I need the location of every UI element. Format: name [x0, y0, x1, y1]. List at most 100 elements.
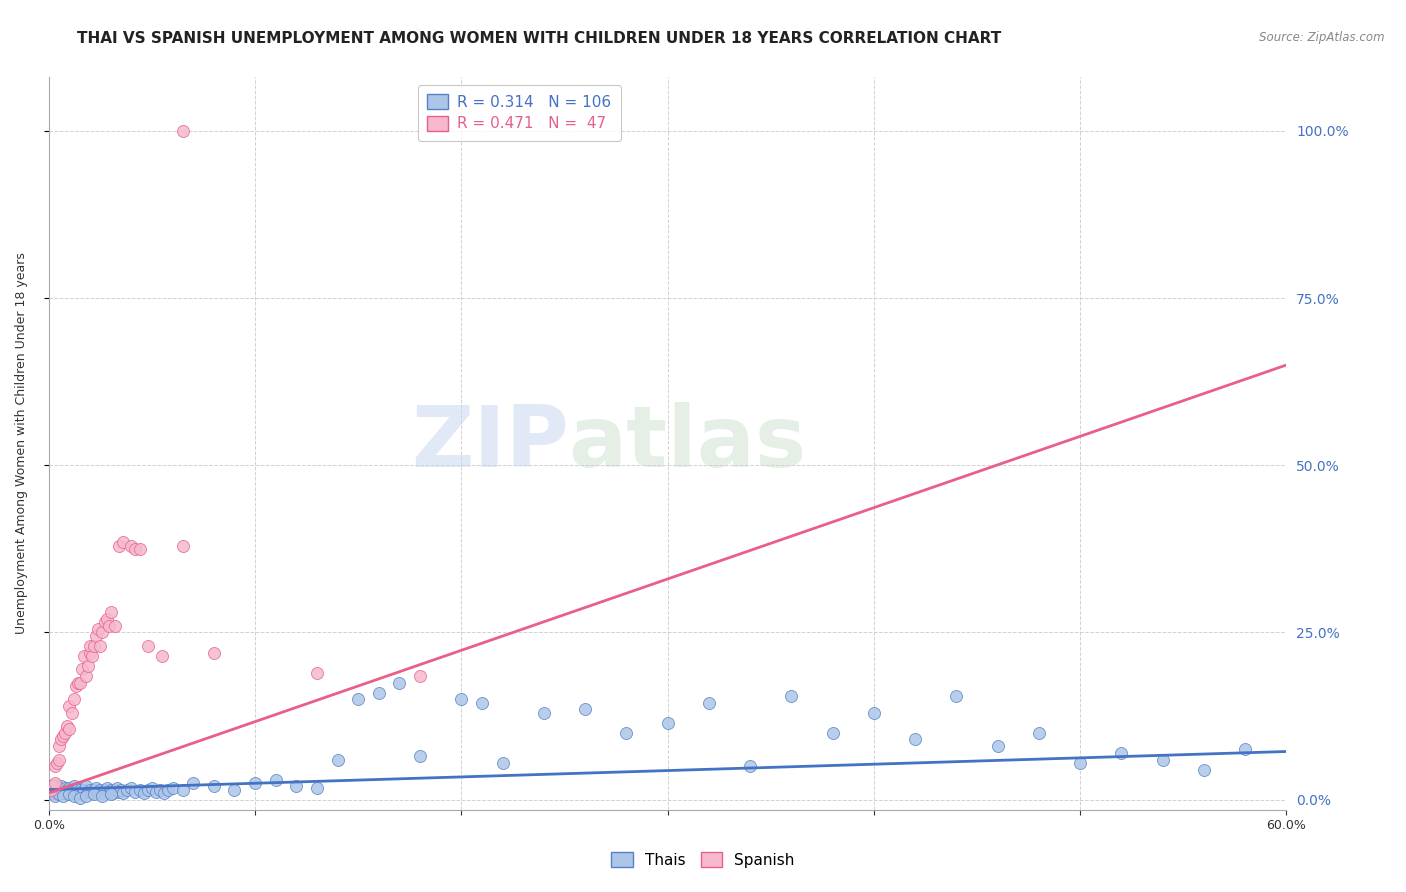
Point — [100, 782, 122, 797]
Point — [409, 669, 432, 683]
Point — [326, 752, 349, 766]
Point — [1234, 742, 1257, 756]
Point — [75, 779, 97, 793]
Point — [97, 784, 120, 798]
Point — [69, 782, 91, 797]
Point — [39, 782, 62, 797]
Point — [42, 786, 65, 800]
Point — [56, 787, 79, 801]
Point — [70, 786, 93, 800]
Point — [1111, 746, 1133, 760]
Point — [100, 787, 122, 801]
Point — [162, 780, 184, 795]
Point — [181, 776, 204, 790]
Point — [347, 692, 370, 706]
Point — [52, 786, 75, 800]
Point — [56, 719, 79, 733]
Point — [82, 786, 104, 800]
Point — [821, 725, 844, 739]
Point — [367, 686, 389, 700]
Point — [172, 539, 194, 553]
Point — [945, 689, 967, 703]
Point — [83, 639, 105, 653]
Point — [120, 539, 142, 553]
Point — [75, 789, 97, 804]
Point — [53, 780, 76, 795]
Point — [73, 648, 96, 663]
Point — [38, 780, 60, 795]
Point — [124, 784, 146, 798]
Point — [65, 679, 87, 693]
Point — [77, 659, 100, 673]
Point — [51, 732, 73, 747]
Point — [141, 780, 163, 795]
Point — [157, 782, 180, 797]
Point — [60, 706, 83, 720]
Point — [243, 776, 266, 790]
Point — [224, 782, 246, 797]
Point — [75, 669, 97, 683]
Point — [132, 786, 155, 800]
Point — [58, 780, 80, 795]
Point — [128, 782, 150, 797]
Point — [62, 784, 84, 798]
Point — [70, 662, 93, 676]
Point — [69, 675, 91, 690]
Point — [48, 784, 70, 798]
Point — [62, 692, 84, 706]
Point — [46, 787, 69, 801]
Point — [305, 780, 328, 795]
Point — [84, 629, 107, 643]
Point — [53, 725, 76, 739]
Point — [58, 784, 80, 798]
Point — [48, 752, 70, 766]
Point — [48, 787, 70, 801]
Y-axis label: Unemployment Among Women with Children Under 18 years: Unemployment Among Women with Children U… — [15, 252, 28, 634]
Point — [79, 646, 101, 660]
Point — [52, 789, 75, 804]
Point — [62, 789, 84, 804]
Point — [104, 782, 127, 797]
Point — [89, 639, 111, 653]
Text: THAI VS SPANISH UNEMPLOYMENT AMONG WOMEN WITH CHILDREN UNDER 18 YEARS CORRELATIO: THAI VS SPANISH UNEMPLOYMENT AMONG WOMEN… — [77, 31, 1001, 46]
Point — [124, 541, 146, 556]
Point — [66, 780, 89, 795]
Point — [79, 782, 101, 797]
Point — [202, 646, 225, 660]
Point — [53, 784, 76, 798]
Point — [150, 648, 173, 663]
Point — [44, 784, 66, 798]
Point — [202, 779, 225, 793]
Point — [136, 782, 159, 797]
Point — [87, 784, 110, 798]
Point — [58, 699, 80, 714]
Point — [101, 786, 124, 800]
Text: ZIP: ZIP — [411, 402, 568, 485]
Point — [93, 615, 115, 630]
Point — [987, 739, 1010, 753]
Point — [264, 772, 287, 787]
Point — [450, 692, 472, 706]
Point — [39, 782, 62, 797]
Point — [46, 756, 69, 770]
Point — [93, 782, 115, 797]
Point — [82, 648, 104, 663]
Point — [112, 786, 135, 800]
Point — [42, 780, 65, 795]
Point — [115, 782, 138, 797]
Point — [87, 622, 110, 636]
Point — [136, 639, 159, 653]
Point — [128, 541, 150, 556]
Point — [409, 749, 432, 764]
Point — [69, 790, 91, 805]
Point — [58, 787, 80, 801]
Point — [100, 606, 122, 620]
Point — [65, 786, 87, 800]
Point — [91, 789, 114, 804]
Point — [65, 782, 87, 797]
Point — [1192, 763, 1215, 777]
Point — [51, 782, 73, 797]
Point — [112, 535, 135, 549]
Point — [89, 782, 111, 797]
Point — [77, 784, 100, 798]
